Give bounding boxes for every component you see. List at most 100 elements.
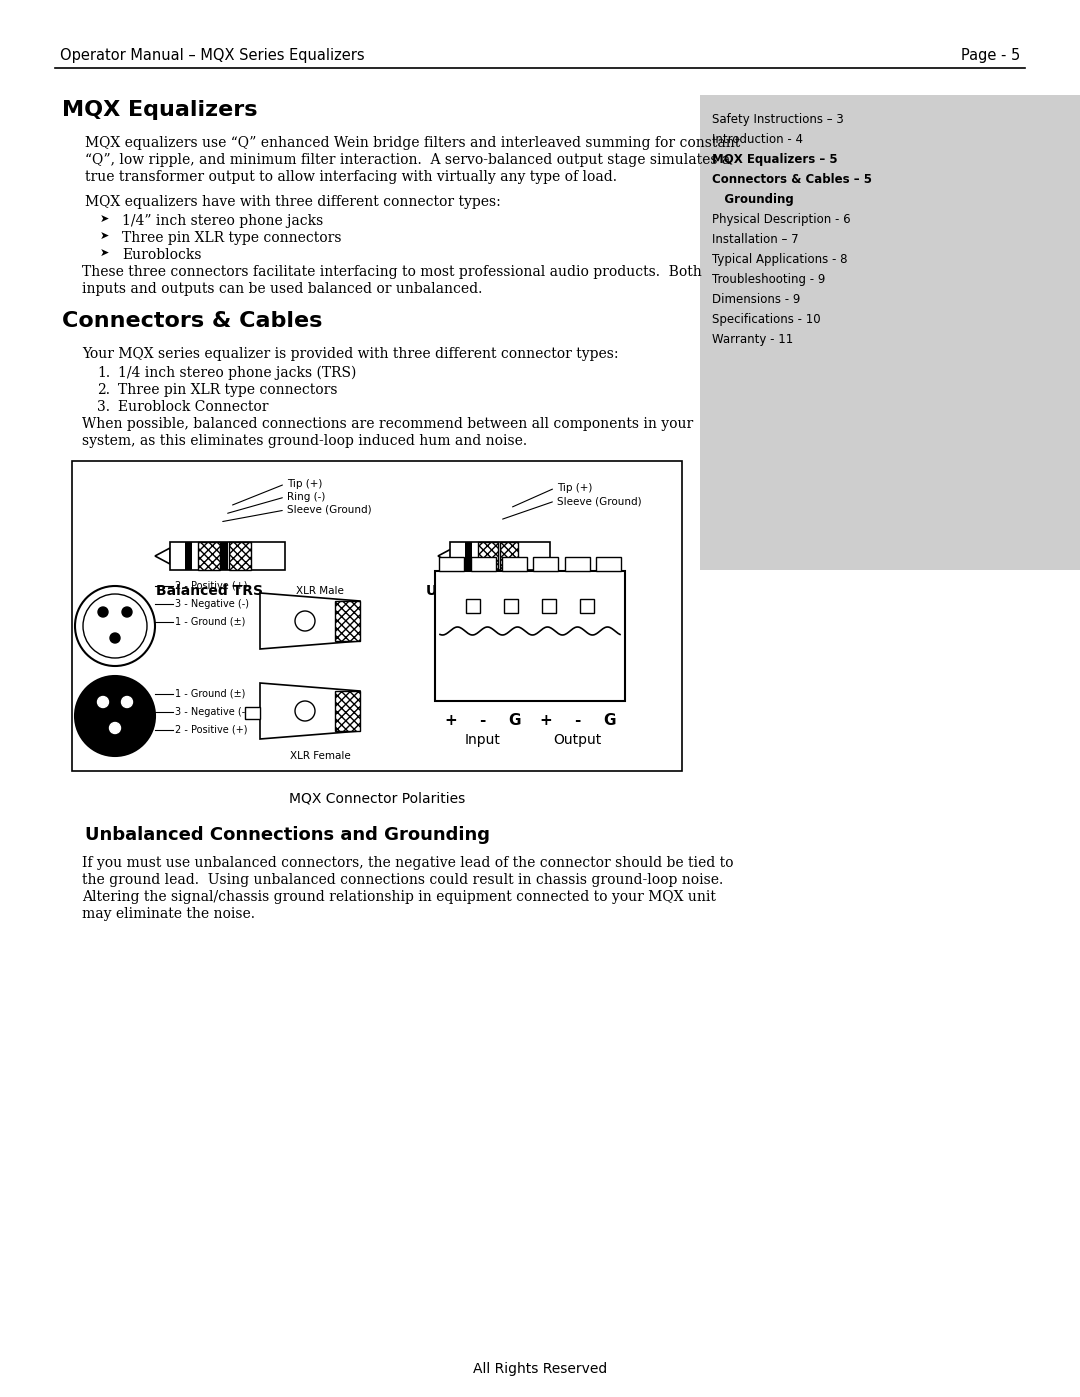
Text: These three connectors facilitate interfacing to most professional audio product: These three connectors facilitate interf… bbox=[82, 265, 702, 279]
Text: Your MQX series equalizer is provided with three different connector types:: Your MQX series equalizer is provided wi… bbox=[82, 346, 619, 360]
Text: 3 - Negative (-): 3 - Negative (-) bbox=[175, 599, 249, 609]
Text: Dimensions - 9: Dimensions - 9 bbox=[712, 293, 800, 306]
Text: MQX Equalizers: MQX Equalizers bbox=[62, 101, 257, 120]
Bar bbox=[534, 557, 558, 571]
Text: MQX equalizers have with three different connector types:: MQX equalizers have with three different… bbox=[85, 196, 501, 210]
Text: G: G bbox=[603, 712, 616, 728]
Circle shape bbox=[97, 697, 108, 707]
Text: +: + bbox=[445, 712, 457, 728]
Text: Sleeve (Ground): Sleeve (Ground) bbox=[557, 496, 642, 506]
Bar bbox=[221, 542, 228, 570]
Bar bbox=[502, 557, 527, 571]
Circle shape bbox=[295, 701, 315, 721]
Bar bbox=[465, 542, 472, 570]
Text: Tip (+): Tip (+) bbox=[557, 483, 592, 493]
Text: Output: Output bbox=[553, 733, 602, 747]
Bar bbox=[335, 601, 360, 641]
Text: true transformer output to allow interfacing with virtually any type of load.: true transformer output to allow interfa… bbox=[85, 170, 617, 184]
Text: -: - bbox=[480, 712, 486, 728]
Text: 3.: 3. bbox=[97, 400, 110, 414]
Text: system, as this eliminates ground-loop induced hum and noise.: system, as this eliminates ground-loop i… bbox=[82, 434, 527, 448]
Circle shape bbox=[295, 610, 315, 631]
Text: MQX Equalizers – 5: MQX Equalizers – 5 bbox=[712, 154, 838, 166]
Text: Sleeve (Ground): Sleeve (Ground) bbox=[287, 504, 372, 515]
Text: 2.: 2. bbox=[97, 383, 110, 397]
Text: Altering the signal/chassis ground relationship in equipment connected to your M: Altering the signal/chassis ground relat… bbox=[82, 890, 716, 904]
Text: Balanced TRS: Balanced TRS bbox=[157, 584, 264, 598]
Circle shape bbox=[121, 697, 133, 707]
Text: When possible, balanced connections are recommend between all components in your: When possible, balanced connections are … bbox=[82, 416, 693, 432]
Bar bbox=[170, 542, 285, 570]
Circle shape bbox=[75, 585, 156, 666]
Text: Operator Manual – MQX Series Equalizers: Operator Manual – MQX Series Equalizers bbox=[60, 47, 365, 63]
Bar bbox=[504, 599, 518, 613]
Bar bbox=[478, 542, 498, 570]
Text: 2 - Positive (+): 2 - Positive (+) bbox=[175, 725, 247, 735]
Bar bbox=[440, 557, 464, 571]
Text: Physical Description - 6: Physical Description - 6 bbox=[712, 212, 851, 226]
Bar bbox=[565, 557, 590, 571]
Text: Safety Instructions – 3: Safety Instructions – 3 bbox=[712, 113, 843, 126]
Text: Input: Input bbox=[464, 733, 500, 747]
Text: Installation – 7: Installation – 7 bbox=[712, 233, 798, 246]
Text: Euroblocks: Euroblocks bbox=[122, 249, 202, 263]
Text: Unbalanced TRS: Unbalanced TRS bbox=[427, 584, 554, 598]
Text: MQX Connector Polarities: MQX Connector Polarities bbox=[288, 791, 465, 805]
Text: inputs and outputs can be used balanced or unbalanced.: inputs and outputs can be used balanced … bbox=[82, 282, 483, 296]
Text: Typical Applications - 8: Typical Applications - 8 bbox=[712, 253, 848, 265]
Text: Tip (+): Tip (+) bbox=[287, 479, 322, 489]
Text: 3 - Negative (-): 3 - Negative (-) bbox=[175, 707, 249, 717]
Circle shape bbox=[83, 594, 147, 658]
Text: +: + bbox=[539, 712, 552, 728]
Bar bbox=[700, 95, 1080, 570]
Text: 1/4” inch stereo phone jacks: 1/4” inch stereo phone jacks bbox=[122, 214, 323, 228]
Bar bbox=[72, 461, 681, 771]
Bar bbox=[245, 707, 260, 719]
Bar bbox=[500, 542, 518, 570]
Polygon shape bbox=[156, 548, 170, 564]
Text: Euroblock Connector: Euroblock Connector bbox=[118, 400, 269, 414]
Text: Ring (-): Ring (-) bbox=[287, 492, 325, 502]
Text: MQX equalizers use “Q” enhanced Wein bridge filters and interleaved summing for : MQX equalizers use “Q” enhanced Wein bri… bbox=[85, 136, 740, 149]
Circle shape bbox=[75, 676, 156, 756]
Text: XLR Female: XLR Female bbox=[289, 752, 350, 761]
Bar bbox=[435, 571, 625, 701]
Text: Three pin XLR type connectors: Three pin XLR type connectors bbox=[118, 383, 337, 397]
Text: 1/4 inch stereo phone jacks (TRS): 1/4 inch stereo phone jacks (TRS) bbox=[118, 366, 356, 380]
Text: ➤: ➤ bbox=[100, 249, 109, 258]
Text: ➤: ➤ bbox=[100, 231, 109, 242]
Text: ➤: ➤ bbox=[100, 214, 109, 224]
Polygon shape bbox=[260, 592, 360, 650]
Text: 1 - Ground (±): 1 - Ground (±) bbox=[175, 617, 245, 627]
Text: Unbalanced Connections and Grounding: Unbalanced Connections and Grounding bbox=[85, 826, 490, 844]
Text: Specifications - 10: Specifications - 10 bbox=[712, 313, 821, 326]
Bar bbox=[596, 557, 621, 571]
Bar bbox=[450, 542, 550, 570]
Circle shape bbox=[98, 608, 108, 617]
Text: Warranty - 11: Warranty - 11 bbox=[712, 332, 793, 346]
Circle shape bbox=[122, 608, 132, 617]
Bar bbox=[580, 599, 594, 613]
Text: the ground lead.  Using unbalanced connections could result in chassis ground-lo: the ground lead. Using unbalanced connec… bbox=[82, 873, 724, 887]
Text: Grounding: Grounding bbox=[712, 193, 794, 205]
Polygon shape bbox=[260, 683, 360, 739]
Text: G: G bbox=[508, 712, 521, 728]
Text: If you must use unbalanced connectors, the negative lead of the connector should: If you must use unbalanced connectors, t… bbox=[82, 856, 733, 870]
Text: “Q”, low ripple, and minimum filter interaction.  A servo-balanced output stage : “Q”, low ripple, and minimum filter inte… bbox=[85, 154, 730, 168]
Bar bbox=[465, 599, 480, 613]
Bar bbox=[185, 542, 192, 570]
Text: Troubleshooting - 9: Troubleshooting - 9 bbox=[712, 272, 825, 286]
Text: may eliminate the noise.: may eliminate the noise. bbox=[82, 907, 255, 921]
Text: All Rights Reserved: All Rights Reserved bbox=[473, 1362, 607, 1376]
Text: Introduction - 4: Introduction - 4 bbox=[712, 133, 804, 147]
Text: 1 - Ground (±): 1 - Ground (±) bbox=[175, 689, 245, 698]
Text: XLR Male: XLR Male bbox=[296, 585, 343, 597]
Bar bbox=[542, 599, 556, 613]
Text: Page - 5: Page - 5 bbox=[961, 47, 1020, 63]
Bar bbox=[229, 542, 251, 570]
Polygon shape bbox=[438, 548, 453, 564]
Text: Three pin XLR type connectors: Three pin XLR type connectors bbox=[122, 231, 341, 244]
Bar bbox=[198, 542, 220, 570]
Text: -: - bbox=[575, 712, 581, 728]
Bar bbox=[335, 692, 360, 731]
